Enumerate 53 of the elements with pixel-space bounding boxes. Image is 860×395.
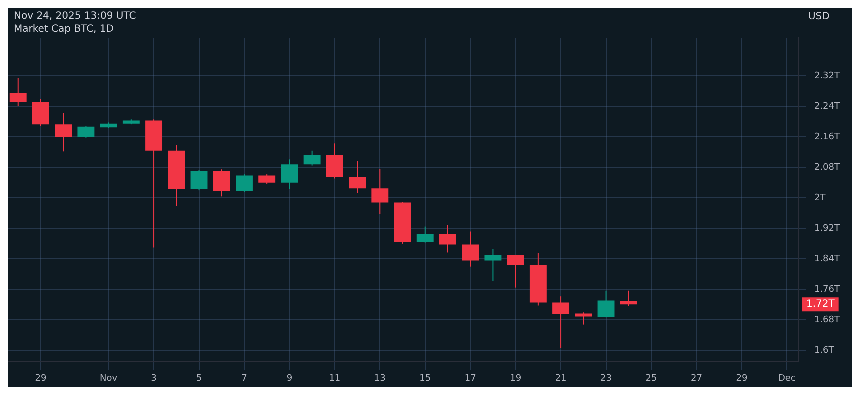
x-tick-label: Dec (778, 374, 796, 384)
x-tick-label: 29 (736, 374, 748, 384)
x-tick-label: 29 (35, 374, 47, 384)
candlestick (281, 159, 298, 190)
x-tick-label: 25 (646, 374, 658, 384)
y-tick-label: 1.68T (814, 316, 840, 326)
candlestick (236, 174, 253, 193)
candlestick (326, 143, 344, 180)
x-tick-label: 23 (600, 374, 612, 384)
x-tick-label: 15 (420, 374, 432, 384)
candlestick (304, 150, 321, 166)
candlestick (55, 112, 72, 152)
candlestick (10, 78, 27, 107)
candlestick (575, 312, 592, 326)
x-tick-label: 27 (690, 374, 702, 384)
candlestick (190, 169, 208, 192)
x-tick-label: 3 (151, 374, 157, 384)
candlestick (372, 168, 389, 215)
x-tick-label: 5 (196, 374, 202, 384)
y-tick-label: 1.92T (814, 224, 840, 234)
candlestick (620, 290, 638, 307)
x-tick-label: 7 (242, 374, 248, 384)
y-axis-title: USD (808, 12, 830, 23)
candlestick (416, 226, 434, 244)
x-tick-label: 11 (329, 374, 341, 384)
x-tick-label: Nov (100, 374, 118, 384)
candlestick (552, 296, 570, 349)
y-tick-label: 1.6T (814, 346, 835, 356)
y-tick-label: 2.32T (814, 71, 840, 82)
chart-title: Market Cap BTC, 1D (14, 23, 115, 36)
candlestick (258, 174, 276, 185)
y-tick-label: 1.76T (814, 285, 840, 296)
text: 1.72T (806, 299, 836, 310)
x-tick-label: 9 (286, 374, 293, 384)
candlestick (349, 160, 366, 194)
candlestick (32, 98, 50, 127)
y-tick-label: 2T (814, 194, 826, 204)
y-tick-label: 2.16T (814, 132, 840, 143)
candlestick (507, 254, 524, 288)
y-tick-label: 1.84T (814, 254, 840, 265)
x-tick-label: 21 (555, 374, 567, 384)
candlestick (598, 290, 615, 318)
y-tick-label: 2.08T (814, 163, 840, 174)
candlestick (213, 169, 230, 198)
x-tick-label: 17 (464, 374, 476, 384)
x-tick-label: 13 (374, 374, 386, 384)
candlestick (440, 224, 456, 254)
candlestick (462, 231, 480, 268)
candlestick (484, 248, 502, 282)
y-tick-label: 2.24T (814, 102, 840, 112)
candlestick (78, 126, 95, 138)
x-tick-label: 19 (510, 374, 522, 384)
chart-subtitle: Nov 24, 2025 13:09 UTC (14, 10, 136, 23)
